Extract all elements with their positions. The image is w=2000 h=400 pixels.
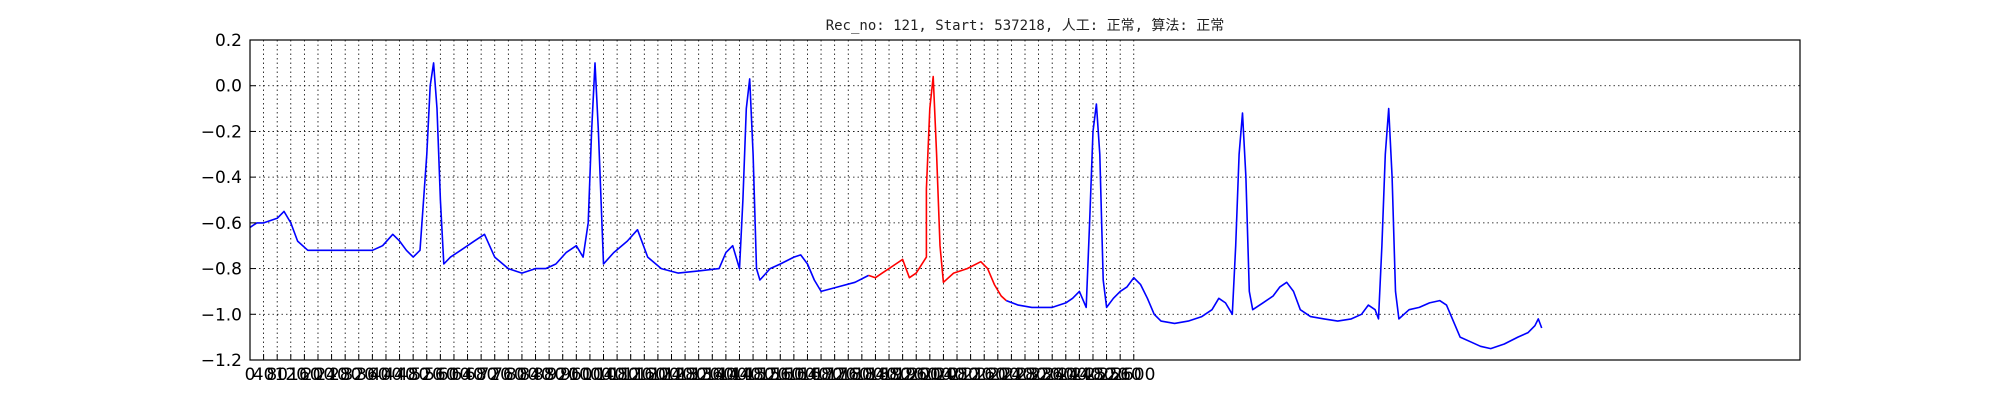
x-tick-label: 2160 bbox=[963, 365, 1006, 385]
x-tick-label: 2600 bbox=[1112, 365, 1155, 385]
x-tick-label: 2560 bbox=[1099, 365, 1142, 385]
x-tick-label: 1400 bbox=[704, 365, 747, 385]
x-tick-label: 1280 bbox=[663, 365, 706, 385]
x-tick-label: 640 bbox=[451, 365, 483, 385]
x-tick-label: 1680 bbox=[799, 365, 842, 385]
x-tick-label: 520 bbox=[411, 365, 443, 385]
y-tick-label: −1.0 bbox=[201, 305, 242, 325]
x-tick-label: 240 bbox=[315, 365, 347, 385]
x-tick-label: 80 bbox=[266, 365, 288, 385]
x-tick-label: 1040 bbox=[582, 365, 625, 385]
x-tick-label: 760 bbox=[492, 365, 524, 385]
y-tick-label: −1.2 bbox=[201, 351, 242, 371]
x-tick-label: 1240 bbox=[650, 365, 693, 385]
x-tick-label: 960 bbox=[560, 365, 592, 385]
x-tick-label: 1760 bbox=[827, 365, 870, 385]
x-tick-label: 0 bbox=[245, 365, 256, 385]
x-tick-label: 280 bbox=[329, 365, 361, 385]
x-tick-label: 1640 bbox=[786, 365, 829, 385]
x-tick-label: 800 bbox=[506, 365, 538, 385]
x-tick-label: 1080 bbox=[595, 365, 638, 385]
x-tick-label: 2280 bbox=[1003, 365, 1046, 385]
x-tick-label: 200 bbox=[302, 365, 334, 385]
x-tick-label: 1480 bbox=[731, 365, 774, 385]
x-tick-label: 40 bbox=[253, 365, 275, 385]
ecg-trace-segment-1 bbox=[249, 62, 869, 293]
y-tick-label: 0.2 bbox=[215, 31, 242, 51]
x-tick-label: 1120 bbox=[609, 365, 652, 385]
x-tick-label: 1840 bbox=[854, 365, 897, 385]
x-tick-label: 2120 bbox=[949, 365, 992, 385]
x-tick-label: 2000 bbox=[908, 365, 951, 385]
y-tick-label: −0.2 bbox=[201, 122, 242, 142]
x-tick-label: 1520 bbox=[745, 365, 788, 385]
x-tick-label: 160 bbox=[288, 365, 320, 385]
x-tick-label: 120 bbox=[275, 365, 307, 385]
x-tick-label: 2080 bbox=[935, 365, 978, 385]
x-tick-label: 480 bbox=[397, 365, 429, 385]
x-tick-label: 1720 bbox=[813, 365, 856, 385]
x-tick-label: 2400 bbox=[1044, 365, 1087, 385]
y-tick-label: 0.0 bbox=[215, 77, 242, 97]
x-tick-label: 2360 bbox=[1031, 365, 1074, 385]
x-tick-label: 1600 bbox=[772, 365, 815, 385]
series-group bbox=[249, 62, 1543, 350]
y-tick-label: −0.6 bbox=[201, 214, 242, 234]
x-tick-label: 1920 bbox=[881, 365, 924, 385]
x-tick-label: 1440 bbox=[718, 365, 761, 385]
ecg-trace-segment-3 bbox=[1006, 103, 1543, 350]
x-tick-label: 840 bbox=[519, 365, 551, 385]
x-tick-label: 560 bbox=[424, 365, 456, 385]
x-tick-label: 2440 bbox=[1058, 365, 1101, 385]
x-tick-label: 600 bbox=[438, 365, 470, 385]
ecg-trace-segment-2 bbox=[868, 75, 1007, 302]
x-axis: 0408012016020024028032036040044048052056… bbox=[245, 354, 1155, 385]
x-tick-label: 400 bbox=[370, 365, 402, 385]
y-axis: −1.2 −1.0 −0.8 −0.6 −0.4 −0.2 0.0 0.2 bbox=[201, 31, 256, 371]
chart-title: Rec_no: 121, Start: 537218, 人工: 正常, 算法: … bbox=[826, 18, 1225, 34]
y-tick-label: −0.4 bbox=[201, 168, 242, 188]
x-tick-label: 1560 bbox=[759, 365, 802, 385]
x-tick-label: 2480 bbox=[1071, 365, 1114, 385]
x-tick-label: 1200 bbox=[636, 365, 679, 385]
x-tick-label: 2200 bbox=[976, 365, 1019, 385]
x-tick-label: 2520 bbox=[1085, 365, 1128, 385]
x-tick-label: 1880 bbox=[867, 365, 910, 385]
x-tick-label: 320 bbox=[343, 365, 375, 385]
x-tick-label: 1960 bbox=[895, 365, 938, 385]
x-tick-label: 1000 bbox=[568, 365, 611, 385]
y-tick-label: −0.8 bbox=[201, 260, 242, 280]
x-tick-label: 1320 bbox=[677, 365, 720, 385]
x-tick-label: 680 bbox=[465, 365, 497, 385]
x-tick-label: 2240 bbox=[990, 365, 1033, 385]
x-tick-label: 720 bbox=[479, 365, 511, 385]
x-tick-label: 2320 bbox=[1017, 365, 1060, 385]
x-tick-label: 2040 bbox=[922, 365, 965, 385]
x-tick-label: 920 bbox=[546, 365, 578, 385]
x-tick-label: 880 bbox=[533, 365, 565, 385]
x-tick-label: 440 bbox=[383, 365, 415, 385]
x-tick-label: 1800 bbox=[840, 365, 883, 385]
x-tick-label: 1160 bbox=[623, 365, 666, 385]
x-tick-label: 1360 bbox=[691, 365, 734, 385]
x-tick-label: 360 bbox=[356, 365, 388, 385]
